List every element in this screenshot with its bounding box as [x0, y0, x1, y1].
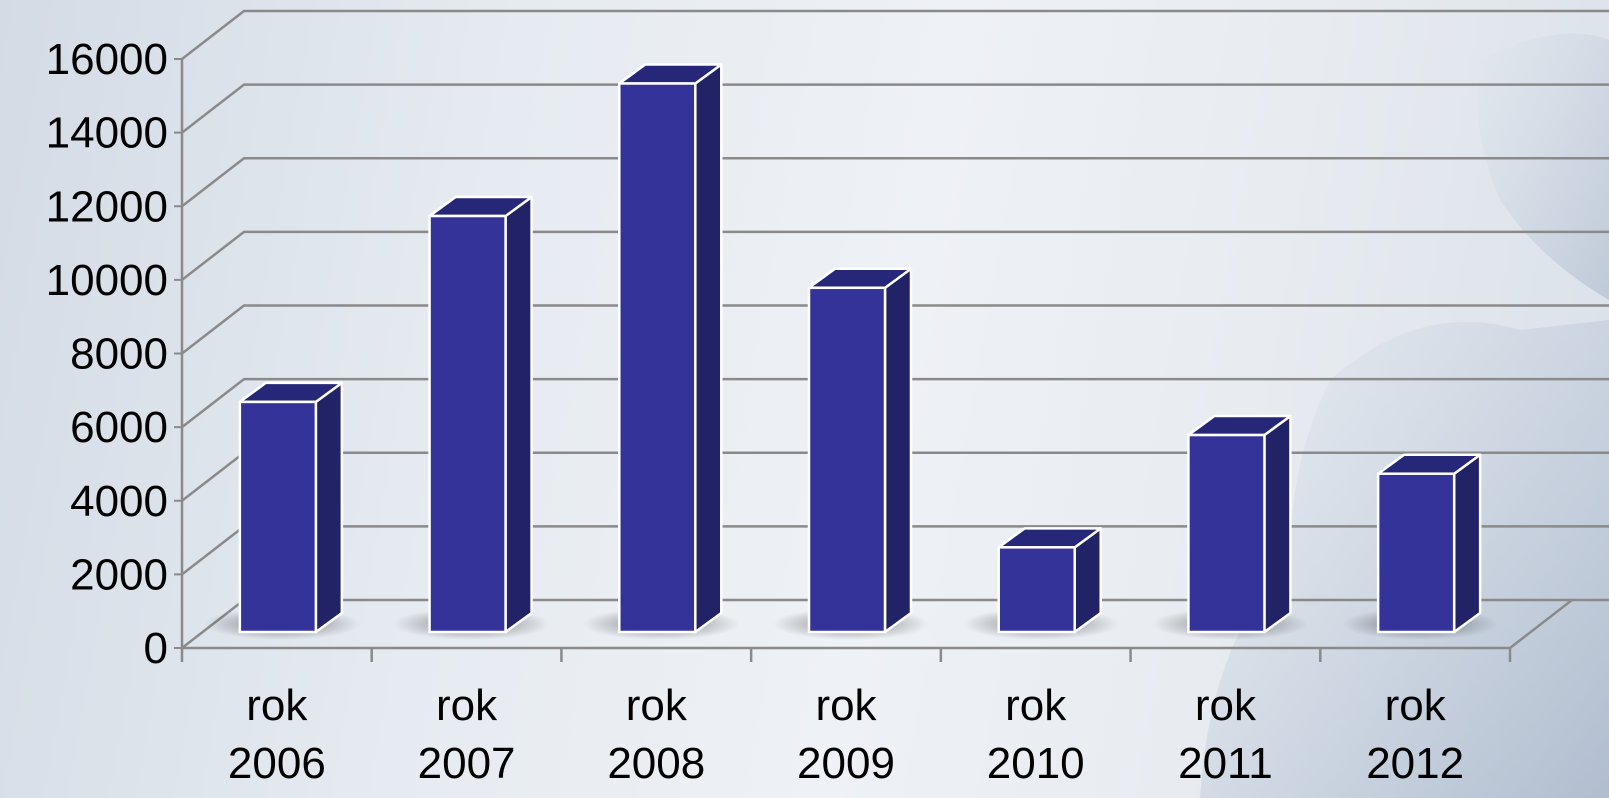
bar [1187, 433, 1266, 634]
gridline [181, 83, 1609, 134]
y-tick-label: 4000 [70, 477, 168, 526]
gridline [181, 230, 1609, 281]
x-tick-label: 2006 [228, 739, 326, 788]
y-tick-label: 2000 [70, 550, 168, 599]
x-tick-label: 2010 [987, 739, 1085, 788]
x-tick-label: rok [815, 681, 877, 730]
x-tick-label: rok [1005, 681, 1067, 730]
chart-axes [174, 58, 1573, 662]
bar [997, 546, 1076, 634]
x-tick-label: 2011 [1178, 739, 1273, 788]
chart-labels: 0 2000 4000 6000 8000 10000 12000 14000 16000 rok… [46, 35, 1464, 788]
x-tick-label: rok [246, 681, 308, 730]
bar-side [694, 63, 723, 634]
bar-side [314, 381, 344, 634]
bar-side [883, 267, 913, 634]
gridline [181, 9, 1609, 60]
x-tick-label: rok [1385, 681, 1447, 730]
bar-side [1452, 453, 1482, 634]
gridline [181, 377, 1609, 429]
x-tick-label: rok [626, 681, 688, 730]
bar [1376, 472, 1456, 634]
bar-side [504, 195, 533, 634]
x-tick-label: 2008 [607, 739, 705, 788]
bar [238, 400, 318, 634]
y-tick-label: 12000 [46, 182, 168, 231]
y-tick-label: 8000 [70, 330, 168, 379]
y-tick-label: 6000 [70, 403, 168, 452]
bar [618, 82, 697, 634]
x-tick-label: rok [436, 681, 498, 730]
y-tick-label: 14000 [46, 109, 168, 158]
x-tick-label: 2012 [1366, 739, 1464, 788]
bar [428, 214, 507, 634]
bar [807, 286, 887, 634]
y-tick-label: 10000 [46, 256, 168, 305]
chart-bars [203, 63, 1499, 640]
y-tick-label: 0 [144, 624, 168, 673]
x-tick-label: 2007 [418, 739, 516, 788]
y-tick-label: 16000 [46, 35, 168, 84]
gridline [181, 304, 1609, 355]
bar-side [1263, 414, 1292, 634]
floor-edge [1509, 599, 1573, 649]
x-tick-label: 2009 [797, 739, 895, 788]
gridline [181, 157, 1609, 208]
x-tick-label: rok [1195, 681, 1257, 730]
